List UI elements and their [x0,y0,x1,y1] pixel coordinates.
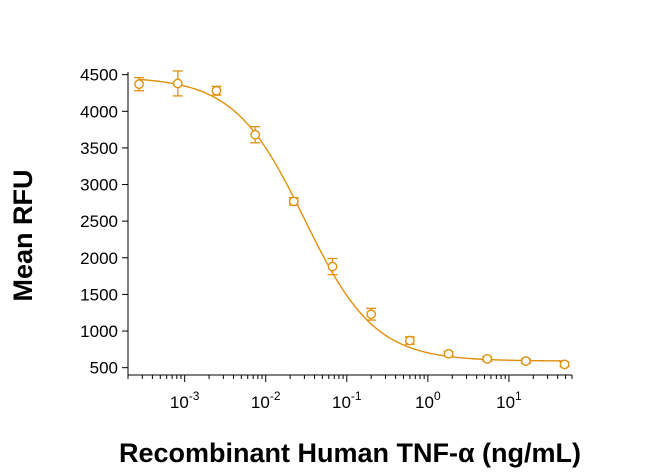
x-tick-label: 10-2 [251,389,281,412]
data-point [443,348,454,359]
data-point-group [134,76,145,92]
x-tick-label: 101 [496,389,522,412]
data-point-group [443,348,454,359]
y-ticks: 500 1000 1500 2000 2500 3000 3500 4000 4500 [80,66,128,378]
data-points [134,70,570,370]
fit-curve [139,78,565,362]
data-point [172,78,183,89]
data-point-group [482,353,493,364]
data-point [134,79,144,90]
data-point-group [211,85,222,96]
data-point-group [250,126,261,144]
y-tick-label: 2500 [80,212,118,231]
x-tick-label: 100 [415,389,441,412]
y-tick-label: 4500 [80,66,118,85]
x-axis-title: Recombinant Human TNF-α (ng/mL) [119,438,581,468]
data-point [288,196,299,207]
data-point [482,353,493,364]
x-tick-label: 10-1 [332,389,362,412]
y-tick-label: 2000 [80,249,118,268]
data-point [559,359,570,370]
data-point [327,261,338,272]
y-tick-label: 1000 [80,322,118,341]
data-point [521,356,531,366]
y-tick-label: 1500 [80,285,118,304]
y-tick-label: 3500 [80,139,118,158]
data-point [250,129,261,140]
data-point-group [288,196,299,207]
data-point-group [327,257,338,276]
data-point-group [366,307,377,321]
y-axis-title: Mean RFU [8,169,38,301]
data-point [366,309,377,320]
data-point-group [172,70,183,97]
data-point [404,335,415,346]
y-tick-label: 3000 [80,176,118,195]
x-ticks: 10-3 10-2 10-1 100 101 [127,375,573,412]
x-tick-label: 10-3 [170,389,200,412]
y-tick-label: 500 [90,359,118,378]
y-tick-label: 4000 [80,102,118,121]
data-point [211,85,222,96]
axes: 500 1000 1500 2000 2500 3000 3500 4000 4500 10-3… [80,66,573,412]
data-point-group [520,356,531,366]
data-point-group [404,335,415,346]
data-point-group [559,359,570,370]
